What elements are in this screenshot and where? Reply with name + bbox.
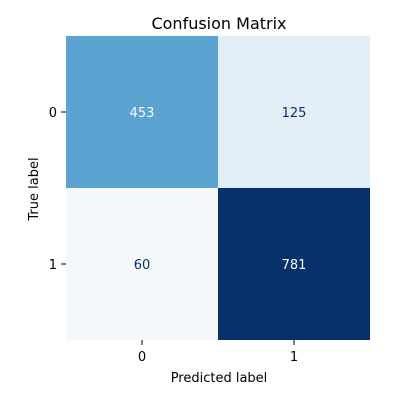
y-axis-label: True label [27,157,42,221]
chart-title: Confusion Matrix [151,14,286,33]
y-tick-label-1: 1 [49,258,57,273]
x-tick-label-1: 1 [290,350,298,365]
heatmap-cell-0-0 [66,36,218,188]
heatmap-cells: 453 125 60 781 [66,36,370,340]
cell-value-label-0-0: 453 [130,106,155,121]
heatmap-cell-1-1 [218,188,370,340]
x-axis-label: Predicted label [171,371,268,386]
heatmap-cell-1-0 [66,188,218,340]
cell-value-label-0-1: 125 [282,106,307,121]
x-tick-label-0: 0 [138,350,146,365]
heatmap-cell-0-1 [218,36,370,188]
y-tick-label-0: 0 [49,106,57,121]
cell-value-label-1-1: 781 [282,258,307,273]
cell-value-label-1-0: 60 [134,258,151,273]
axes: 0 1 0 1 [49,106,298,365]
